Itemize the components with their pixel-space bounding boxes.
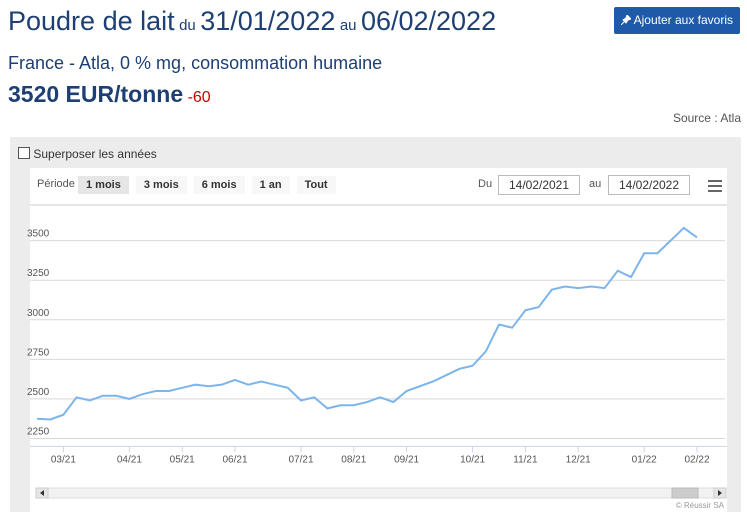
x-tick-label: 06/21 bbox=[222, 454, 247, 465]
to-label: au bbox=[589, 178, 602, 190]
overlay-row: Superposer les années bbox=[18, 147, 157, 161]
favorite-button[interactable]: Ajouter aux favoris bbox=[614, 7, 740, 34]
credit: © Réussir SA bbox=[676, 501, 725, 510]
x-tick-label: 01/22 bbox=[632, 454, 657, 465]
price: 3520 EUR/tonne bbox=[8, 81, 184, 107]
x-tick-label: 10/21 bbox=[460, 454, 485, 465]
y-tick-label: 2500 bbox=[27, 387, 50, 398]
to-date: 06/02/2022 bbox=[360, 6, 497, 36]
arrow-right bbox=[718, 490, 722, 496]
period-button[interactable]: 1 mois bbox=[78, 176, 129, 194]
to-prefix: au bbox=[339, 17, 357, 34]
x-tick-label: 07/21 bbox=[288, 454, 313, 465]
y-tick-label: 3250 bbox=[27, 268, 50, 279]
y-tick-label: 3500 bbox=[27, 229, 50, 240]
period-button[interactable]: 3 mois bbox=[135, 176, 187, 194]
title-row: Poudre de lait du 31/01/2022 au 06/02/20… bbox=[8, 6, 496, 37]
menu-icon[interactable] bbox=[707, 179, 723, 193]
from-date: 31/01/2022 bbox=[200, 6, 336, 36]
y-tick-label: 2250 bbox=[27, 426, 50, 437]
from-input[interactable]: 14/02/2021 bbox=[498, 175, 580, 195]
from-label: Du bbox=[478, 178, 493, 190]
title: Poudre de lait bbox=[8, 6, 175, 36]
subtitle: France - Atla, 0 % mg, consommation huma… bbox=[8, 53, 383, 73]
favorite-label: Ajouter aux favoris bbox=[633, 13, 734, 27]
period-button[interactable]: Tout bbox=[296, 176, 336, 194]
price-row: 3520 EUR/tonne -60 bbox=[8, 81, 211, 108]
scroll-thumb[interactable] bbox=[671, 487, 699, 499]
x-tick-label: 03/21 bbox=[51, 454, 76, 465]
x-tick-label: 04/21 bbox=[117, 454, 142, 465]
x-tick-label: 11/21 bbox=[513, 454, 538, 465]
source: Source : Atla bbox=[672, 111, 741, 125]
overlay-label: Superposer les années bbox=[33, 147, 157, 161]
x-tick-label: 12/21 bbox=[566, 454, 591, 465]
x-tick-label: 09/21 bbox=[394, 454, 419, 465]
period-button[interactable]: 1 an bbox=[251, 176, 290, 194]
x-tick-label: 02/22 bbox=[684, 454, 709, 465]
scrollbar-track[interactable] bbox=[35, 487, 727, 499]
to-input[interactable]: 14/02/2022 bbox=[608, 175, 690, 195]
period-buttons: 1 mois 3 mois 6 mois 1 an Tout bbox=[78, 175, 343, 194]
checkbox[interactable] bbox=[18, 147, 30, 159]
from-prefix: du bbox=[179, 17, 196, 34]
y-tick-label: 3000 bbox=[27, 308, 50, 319]
arrow-left bbox=[40, 490, 44, 496]
y-tick-label: 2750 bbox=[27, 347, 50, 358]
line bbox=[36, 226, 698, 421]
x-tick-label: 05/21 bbox=[170, 454, 195, 465]
change: -60 bbox=[187, 89, 211, 106]
chart-area bbox=[30, 168, 727, 512]
period-label: Période bbox=[37, 178, 75, 190]
period-button[interactable]: 6 mois bbox=[193, 176, 245, 194]
x-tick-label: 08/21 bbox=[341, 454, 366, 465]
